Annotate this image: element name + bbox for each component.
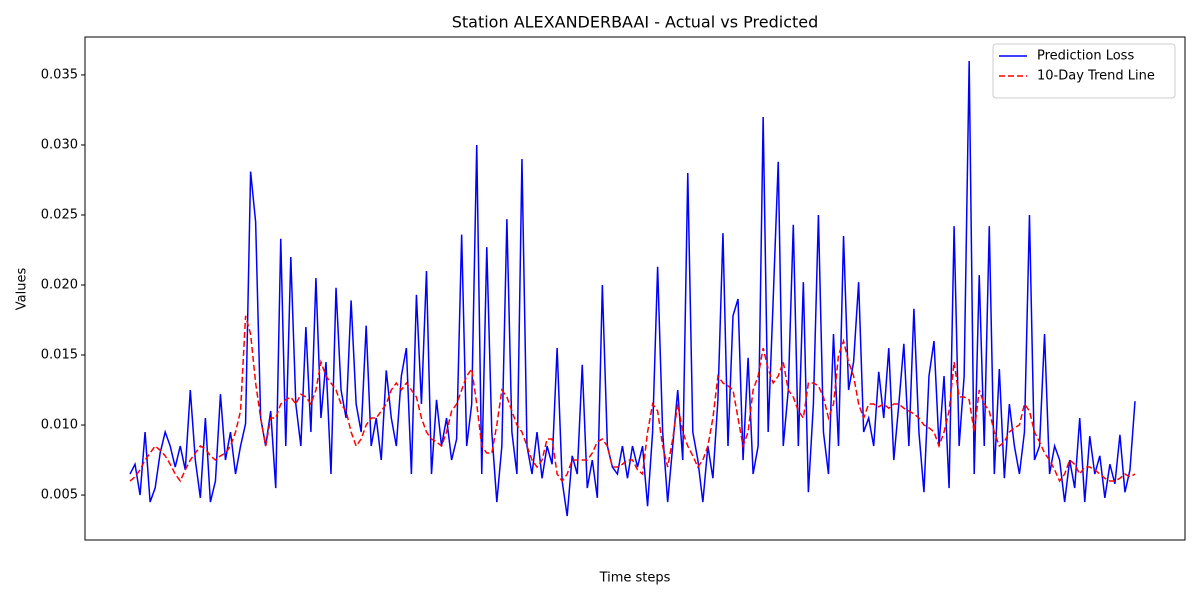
series-line	[129, 60, 1136, 517]
y-tick-label: 0.005	[41, 488, 78, 503]
x-axis-label: Time steps	[599, 571, 671, 586]
y-tick-label: 0.025	[41, 207, 78, 222]
y-tick-label: 0.010	[41, 418, 78, 433]
y-axis-label: Values	[15, 268, 30, 311]
y-tick-label: 0.020	[41, 277, 78, 292]
legend-label: Prediction Loss	[1037, 49, 1134, 64]
legend-box	[992, 43, 1176, 99]
y-tick-label: 0.015	[41, 348, 78, 363]
legend-label: 10-Day Trend Line	[1037, 69, 1155, 84]
plot-frame	[84, 36, 1186, 541]
series-line	[129, 315, 1136, 483]
y-tick-label: 0.030	[41, 137, 78, 152]
y-tick-label: 0.035	[41, 67, 78, 82]
chart-title: Station ALEXANDERBAAI - Actual vs Predic…	[452, 13, 819, 32]
